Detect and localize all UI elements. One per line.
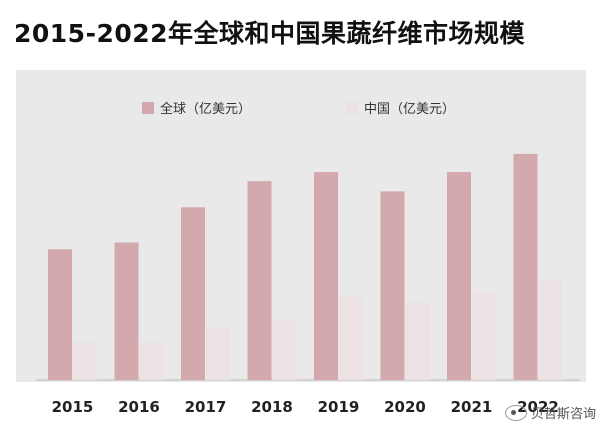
bar-china-2020 [405,302,430,380]
bar-china-2015 [73,342,97,380]
legend-label-china: 中国（亿美元） [364,102,456,117]
x-tick-label: 2015 [52,398,94,416]
bar-china-2021 [472,292,496,380]
bar-china-2019 [339,297,363,380]
bar-global-2019 [314,172,338,380]
x-tick-label: 2020 [384,398,426,416]
bar-global-2022 [513,153,538,380]
x-tick-label: 2017 [185,398,227,416]
chart-title: 2015-2022年全球和中国果蔬纤维市场规模 [14,19,526,48]
legend-global: 全球（亿美元） [142,98,251,117]
x-tick-label: 2019 [318,398,360,416]
legend-china: 中国（亿美元） [346,98,455,117]
x-tick-label: 2018 [251,398,293,416]
weibo-icon [504,404,527,421]
bar-china-2022 [538,278,563,380]
bar-global-2018 [247,181,272,380]
legend-swatch-global [142,101,154,114]
bar-global-2017 [181,207,205,380]
bar-china-2017 [206,327,230,380]
legend-swatch-china [346,101,358,114]
watermark-text: 贝哲斯咨询 [530,407,596,422]
bar-china-2018 [272,319,297,380]
bar-global-2020 [380,191,405,380]
bar-china-2016 [139,342,164,380]
x-tick-label: 2016 [118,398,160,416]
x-tick-label: 2022 [517,398,559,416]
bar-global-2015 [48,249,72,380]
bar-global-2021 [447,172,471,380]
x-tick-label: 2021 [451,398,493,416]
bar-global-2016 [114,242,139,380]
watermark: 贝哲斯咨询 [504,403,596,422]
legend-label-global: 全球（亿美元） [160,102,252,117]
